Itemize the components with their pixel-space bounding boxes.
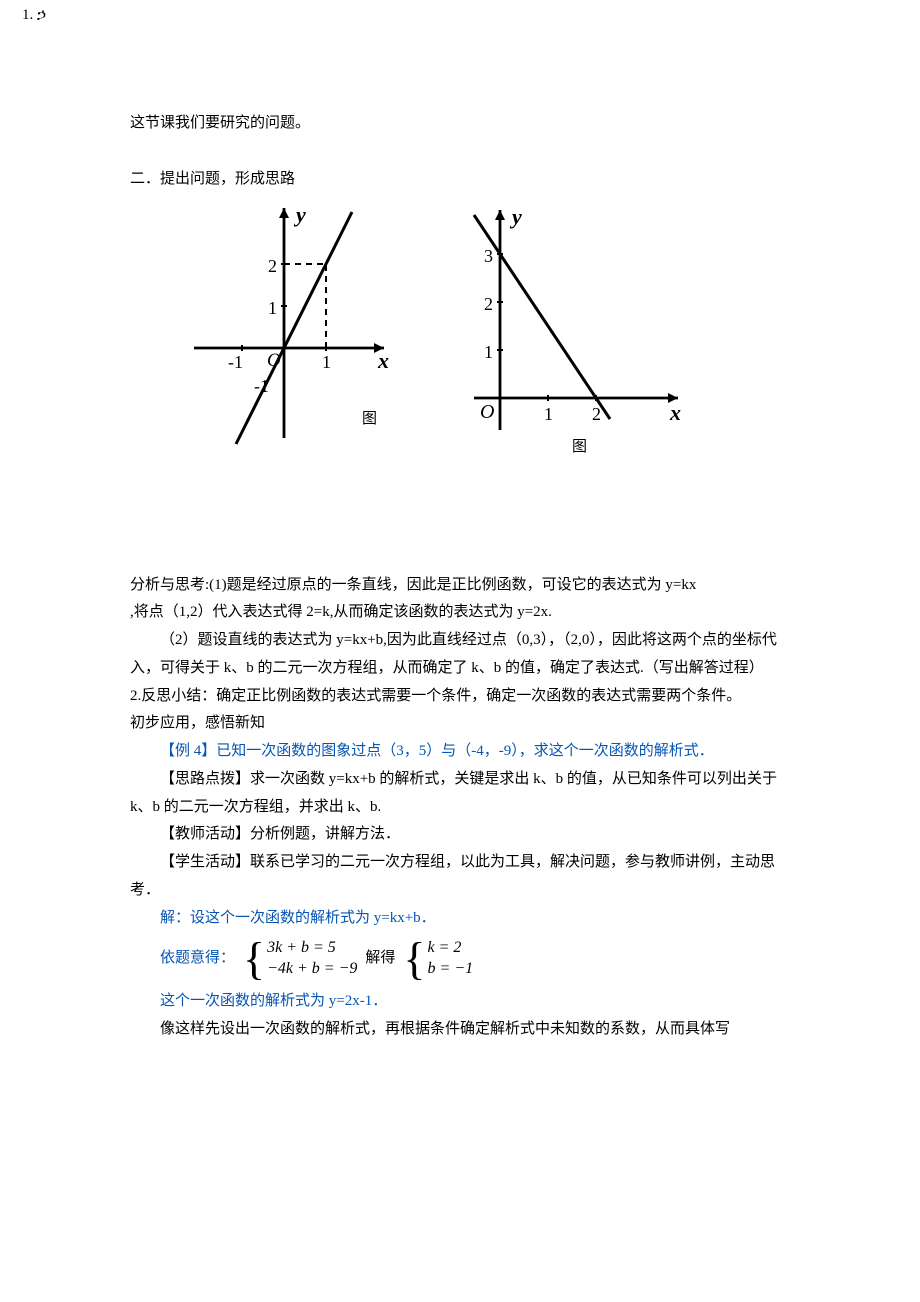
figure-2-caption: 图 [572,434,587,462]
figure-2-svg: y x O 1 2 1 2 3 [454,198,694,448]
solution-final: 这个一次函数的解析式为 y=2x-1． [130,988,790,1016]
solve-word: 解得 [365,945,395,973]
eq2b: b = −1 [428,959,474,980]
teacher-text: 分析例题，讲解方法． [250,826,400,842]
eq1b: −4k + b = −9 [267,959,357,980]
svg-text:x: x [669,400,681,425]
example4-label: 【例 4】 [160,743,216,759]
analysis-p2: （2）题设直线的表达式为 y=kx+b,因为此直线经过点（0,3），（2,0），… [130,627,790,683]
eq1a: 3k + b = 5 [267,938,357,959]
analysis-p1a: 分析与思考:(1)题是经过原点的一条直线，因此是正比例函数，可设它的表达式为 y… [130,572,790,600]
svg-text:1: 1 [484,342,493,362]
svg-text:1: 1 [322,352,331,372]
solution-set: 解：设这个一次函数的解析式为 y=kx+b． [130,905,790,933]
figures-row: 1. ኃ y x O -1 1 1 2 [130,198,790,458]
spacer [130,472,790,572]
example4-title: 【例 4】已知一次函数的图象过点（3，5）与（-4，-9），求这个一次函数的解析… [130,738,790,766]
intro-line: 这节课我们要研究的问题。 [130,110,790,138]
student-paragraph: 【学生活动】联系已学习的二元一次方程组，以此为工具，解决问题，参与教师讲例，主动… [130,849,790,905]
svg-text:2: 2 [592,404,601,424]
svg-text:-1: -1 [228,352,243,372]
equation-row: 依题意得： { 3k + b = 5 −4k + b = −9 解得 { k =… [130,936,790,982]
svg-text:1: 1 [268,298,277,318]
system-1: { 3k + b = 5 −4k + b = −9 [243,936,357,982]
analysis-p3: 2.反思小结：确定正比例函数的表达式需要一个条件，确定一次函数的表达式需要两个条… [130,683,790,711]
given-label: 依题意得： [160,945,235,973]
eq2a: k = 2 [428,938,474,959]
analysis-p1b: ,将点（1,2）代入表达式得 2=k,从而确定该函数的表达式为 y=2x. [130,599,790,627]
teacher-paragraph: 【教师活动】分析例题，讲解方法． [130,821,790,849]
svg-text:1: 1 [544,404,553,424]
svg-text:-1: -1 [254,376,269,396]
hint-label: 【思路点拨】 [160,771,250,787]
closing-paragraph: 像这样先设出一次函数的解析式，再根据条件确定解析式中未知数的系数，从而具体写 [130,1016,790,1044]
brace-icon: { [403,936,425,982]
figure-1-caption: 图 [362,406,377,434]
svg-text:2: 2 [268,256,277,276]
svg-text:O: O [480,401,494,423]
brace-icon: { [243,936,265,982]
figure-1: y x O -1 1 1 2 -1 图 [174,198,404,448]
example4-text: 已知一次函数的图象过点（3，5）与（-4，-9），求这个一次函数的解析式． [216,743,714,759]
svg-text:O: O [267,350,281,371]
hint-paragraph: 【思路点拨】求一次函数 y=kx+b 的解析式，关键是求出 k、b 的值，从已知… [130,766,790,822]
section2-heading: 二．提出问题，形成思路 [130,166,790,194]
svg-text:y: y [509,204,522,229]
svg-text:x: x [377,348,389,373]
figure-2: y x O 1 2 1 2 3 图 [454,198,694,458]
svg-text:y: y [293,202,306,227]
svg-text:2: 2 [484,294,493,314]
system-2: { k = 2 b = −1 [403,936,473,982]
item1-prefix: 1. ኃ [22,2,46,30]
teacher-label: 【教师活动】 [160,826,250,842]
svg-text:3: 3 [484,246,493,266]
analysis-p4: 初步应用，感悟新知 [130,710,790,738]
student-label: 【学生活动】 [160,854,250,870]
